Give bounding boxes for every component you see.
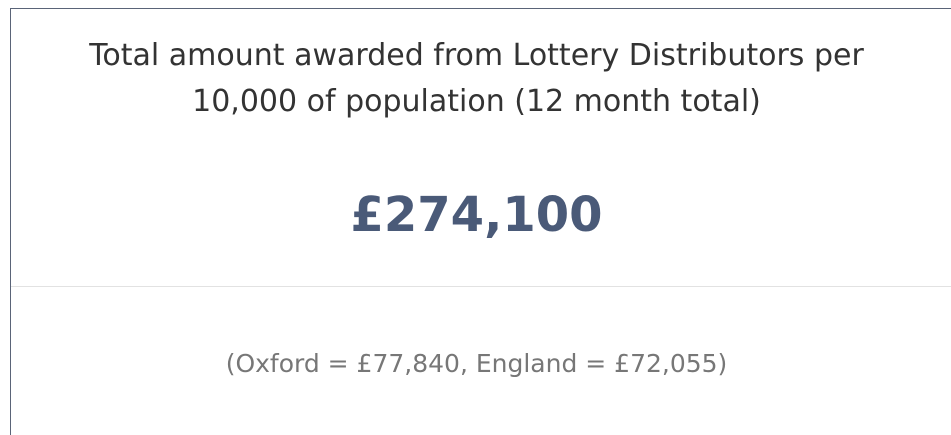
- comparison: (Oxford = £77,840, England = £72,055): [225, 349, 728, 378]
- headline-value: £274,100: [350, 187, 603, 243]
- card-title: Total amount awarded from Lottery Distri…: [89, 38, 864, 119]
- card: Total amount awarded from Lottery Distri…: [10, 8, 951, 435]
- divider: [11, 286, 951, 287]
